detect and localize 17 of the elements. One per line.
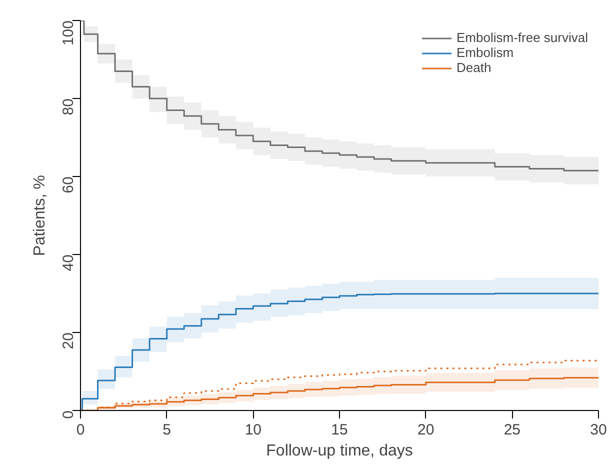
x-tick-label: 10	[244, 422, 262, 438]
y-tick-label: 100	[60, 20, 77, 46]
legend-label: Death	[456, 60, 492, 75]
y-tick-label: 60	[60, 176, 77, 194]
legend-label: Embolism-free survival	[456, 30, 588, 45]
y-axis-title: Patients, %	[32, 175, 48, 256]
y-tick-label: 80	[60, 98, 77, 116]
x-axis-title: Follow-up time, days	[266, 442, 413, 460]
x-tick-label: 20	[417, 422, 434, 438]
legend-label: Embolism	[456, 45, 514, 60]
x-tick-label: 30	[590, 422, 607, 438]
y-tick-label: 20	[60, 332, 77, 350]
y-tick-label: 40	[60, 254, 77, 272]
x-tick-label: 5	[162, 422, 172, 438]
y-tick-label: 0	[60, 410, 77, 419]
x-tick-label: 25	[504, 422, 521, 438]
x-tick-label: 15	[331, 422, 348, 438]
